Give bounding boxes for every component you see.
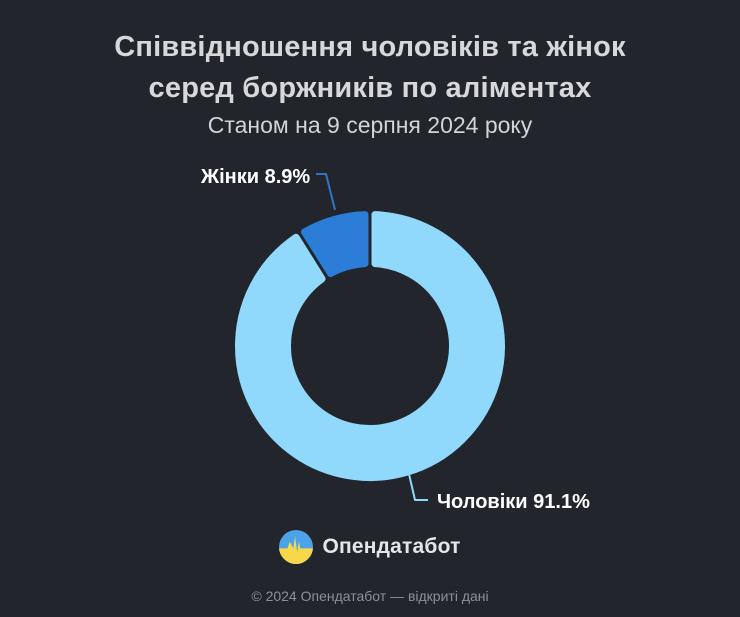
- brand-row: Опендатабот: [0, 530, 740, 564]
- slice-label-men: Чоловіки 91.1%: [437, 491, 590, 513]
- chart-subtitle: Станом на 9 серпня 2024 року: [207, 112, 533, 138]
- opendatabot-logo-icon: [279, 530, 314, 564]
- donut-slices: [235, 211, 505, 481]
- chart-title-line2: серед боржників по аліментах: [148, 72, 592, 104]
- brand-name: Опендатабот: [322, 535, 461, 558]
- footer-credit: © 2024 Опендатабот — відкриті дані: [251, 588, 489, 604]
- leader-line-women: [316, 173, 336, 211]
- donut-slice-women: [301, 211, 369, 278]
- donut-slice-men: [235, 211, 505, 481]
- slice-label-women: Жінки 8.9%: [201, 166, 311, 188]
- leader-line-men: [405, 460, 428, 501]
- chart-title-line1: Співвідношення чоловіків та жінок: [114, 31, 626, 63]
